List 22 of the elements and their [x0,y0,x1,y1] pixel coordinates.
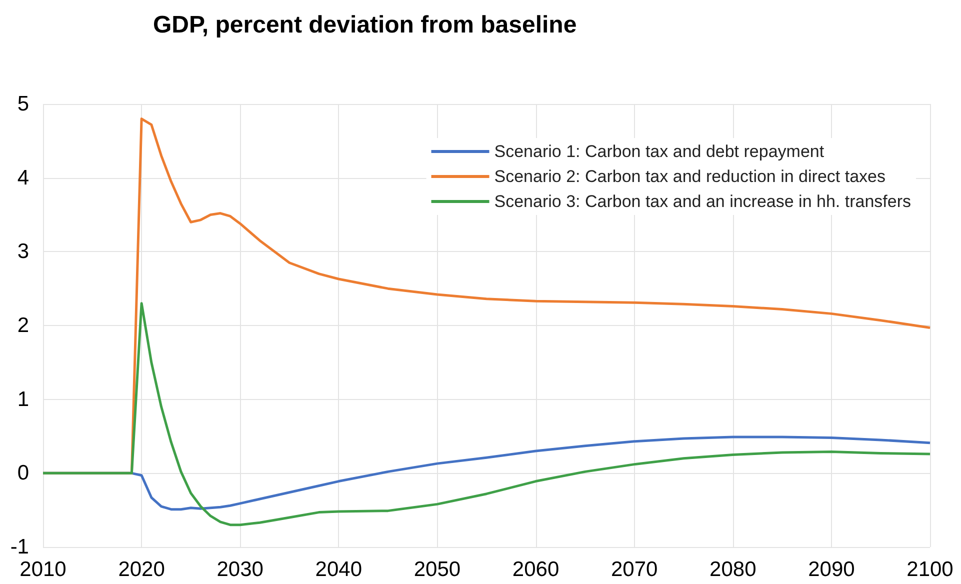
x-tick-label: 2080 [710,558,756,581]
x-tick-label: 2020 [118,558,165,581]
chart-title: GDP, percent deviation from baseline [153,12,577,38]
y-tick-label: 2 [17,314,29,337]
x-tick-label: 2090 [808,558,855,581]
y-tick-label: 0 [17,462,29,485]
y-tick-label: -1 [10,536,29,558]
x-tick-label: 2040 [315,558,362,581]
x-tick-label: 2050 [414,558,461,581]
line-series [42,302,932,526]
x-tick-label: 2010 [20,558,66,581]
x-tick-label: 2100 [906,558,954,581]
legend-label: Scenario 1: Carbon tax and debt repayment [494,142,824,161]
y-tick-label: 4 [17,166,30,190]
y-tick-label: 3 [17,240,29,264]
legend-label: Scenario 3: Carbon tax and an increase in hh. transfers [494,192,912,211]
y-tick-label: 5 [17,92,29,116]
x-tick-label: 2060 [512,558,560,581]
y-tick-label: 1 [17,388,29,411]
x-tick-label: 2070 [610,558,658,581]
x-tick-label: 2030 [216,558,264,581]
legend-label: Scenario 2: Carbon tax and reduction in direct taxes [494,167,886,186]
